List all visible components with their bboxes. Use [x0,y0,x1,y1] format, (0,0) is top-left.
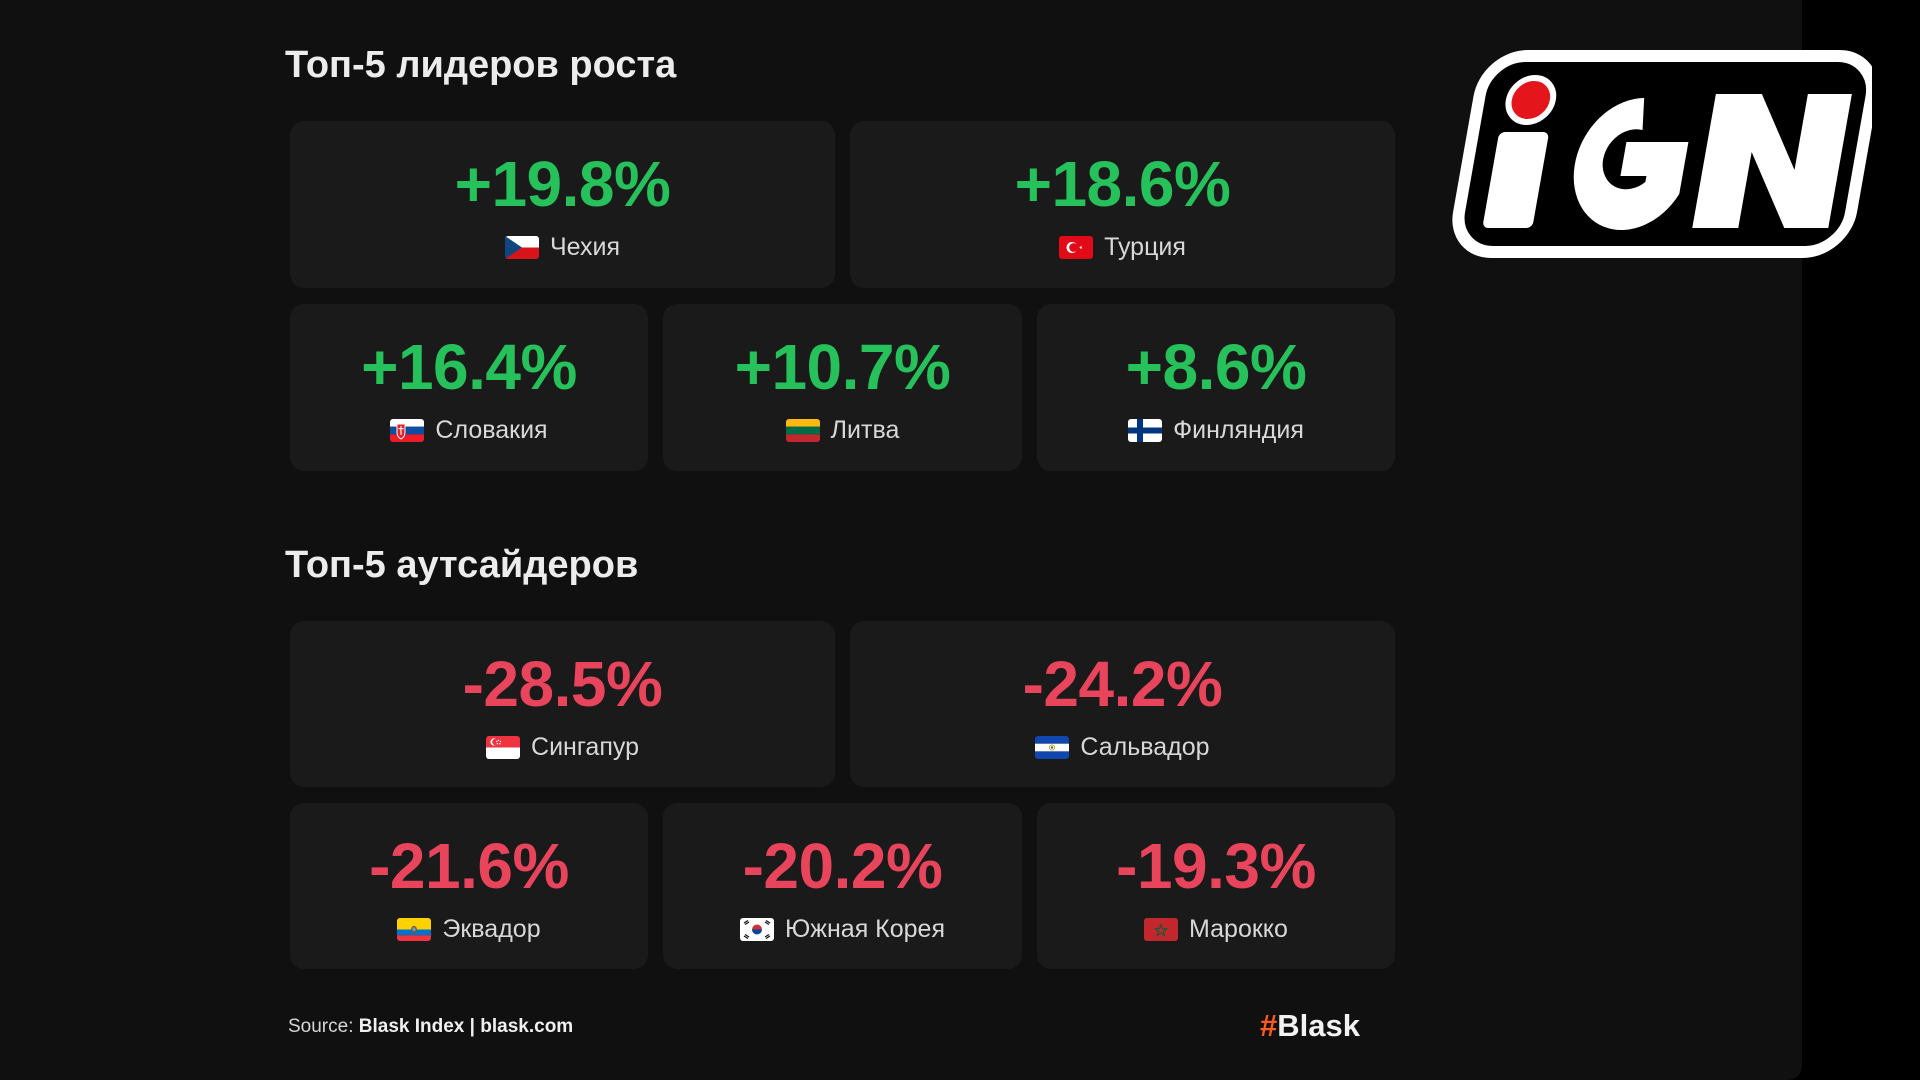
singapore-flag-icon [486,736,521,759]
stat-value: +19.8% [454,148,671,220]
stat-card-lithuania: +10.7% Литва [663,304,1022,471]
stat-value: +10.7% [734,331,951,403]
morocco-flag-icon [1144,918,1179,941]
stat-card-turkey: +18.6% Турция [850,121,1395,288]
stat-card-czechia: +19.8% Чехия [290,121,835,288]
country-label: Турция [850,233,1395,262]
section-title-growth-leaders: Топ-5 лидеров роста [285,44,677,86]
source-name: Blask Index [358,1016,465,1037]
turkey-flag-icon [1059,236,1094,259]
stat-value: +8.6% [1125,331,1307,403]
stat-card-el-salvador: -24.2% Сальвадор [850,621,1395,787]
ecuador-flag-icon [397,918,432,941]
country-label: Чехия [290,233,835,262]
country-label: Литва [663,416,1022,445]
country-label: Сингапур [290,733,835,762]
stat-value: -19.3% [1116,830,1316,902]
stat-card-morocco: -19.3% Марокко [1037,803,1395,969]
stat-value: +18.6% [1014,148,1231,220]
blask-hash-icon: # [1260,1008,1278,1043]
country-name: Эквадор [442,915,541,943]
country-label: Эквадор [290,915,648,944]
country-name: Словакия [435,416,548,444]
stat-value: +16.4% [361,331,577,403]
source-credit: Source: Blask Index | blask.com [288,1016,573,1038]
stat-value: -28.5% [462,648,663,720]
country-label: Сальвадор [850,733,1395,762]
source-label: Source: [288,1016,354,1037]
country-label: Словакия [290,416,648,445]
stat-value: -21.6% [369,830,569,902]
ign-logo [1452,50,1872,258]
country-name: Южная Корея [785,915,945,943]
section-title-outsiders: Топ-5 аутсайдеров [285,544,639,586]
country-name: Турция [1104,233,1186,261]
finland-flag-icon [1128,419,1163,442]
country-name: Чехия [549,233,621,261]
country-name: Сингапур [531,733,639,761]
country-label: Финляндия [1037,416,1395,445]
stat-card-singapore: -28.5% Сингапур [290,621,835,787]
country-label: Южная Корея [663,915,1022,944]
country-name: Финляндия [1173,416,1304,444]
blask-brand-name: Blask [1277,1008,1360,1043]
stat-value: -24.2% [1022,648,1223,720]
stat-value: -20.2% [742,830,943,902]
country-name: Литва [830,416,900,444]
stat-card-slovakia: +16.4% Словакия [290,304,648,471]
stat-card-finland: +8.6% Финляндия [1037,304,1395,471]
source-separator: | [469,1016,475,1037]
czech-flag-icon [504,236,539,259]
source-url: blask.com [480,1016,574,1037]
lithuania-flag-icon [785,419,820,442]
south-korea-flag-icon [740,918,774,941]
el-salvador-flag-icon [1035,736,1070,759]
stat-card-ecuador: -21.6% Эквадор [290,803,648,969]
blask-logo: #Blask [1260,1008,1360,1044]
slovakia-flag-icon [390,419,425,442]
country-label: Марокко [1037,915,1395,944]
country-name: Сальвадор [1080,733,1210,761]
country-name: Марокко [1189,915,1288,943]
stat-card-south-korea: -20.2% Южная Корея [663,803,1022,969]
